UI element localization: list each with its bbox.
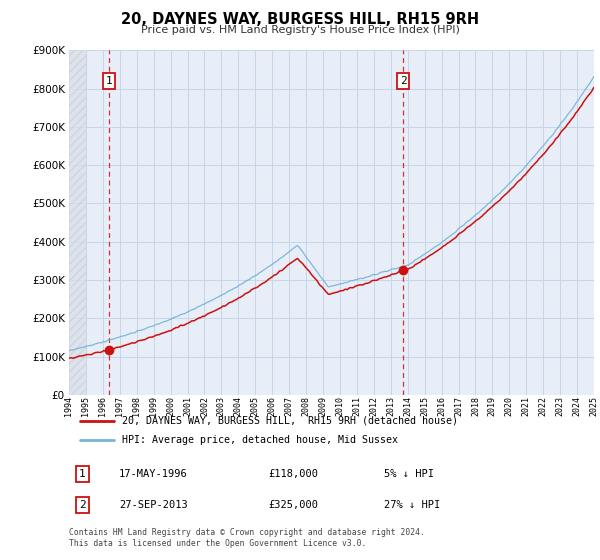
Text: 20, DAYNES WAY, BURGESS HILL, RH15 9RH: 20, DAYNES WAY, BURGESS HILL, RH15 9RH (121, 12, 479, 27)
Text: £118,000: £118,000 (269, 469, 319, 479)
Text: 5% ↓ HPI: 5% ↓ HPI (384, 469, 434, 479)
Text: £325,000: £325,000 (269, 500, 319, 510)
Text: 27% ↓ HPI: 27% ↓ HPI (384, 500, 440, 510)
Text: 17-MAY-1996: 17-MAY-1996 (119, 469, 188, 479)
Text: 2: 2 (400, 76, 407, 86)
Text: Contains HM Land Registry data © Crown copyright and database right 2024.: Contains HM Land Registry data © Crown c… (69, 528, 425, 536)
Text: 1: 1 (106, 76, 113, 86)
Text: 27-SEP-2013: 27-SEP-2013 (119, 500, 188, 510)
Text: 1: 1 (79, 469, 86, 479)
Text: HPI: Average price, detached house, Mid Sussex: HPI: Average price, detached house, Mid … (121, 435, 398, 445)
Text: 20, DAYNES WAY, BURGESS HILL,  RH15 9RH (detached house): 20, DAYNES WAY, BURGESS HILL, RH15 9RH (… (121, 416, 458, 426)
Text: 2: 2 (79, 500, 86, 510)
Text: This data is licensed under the Open Government Licence v3.0.: This data is licensed under the Open Gov… (69, 539, 367, 548)
Text: Price paid vs. HM Land Registry's House Price Index (HPI): Price paid vs. HM Land Registry's House … (140, 25, 460, 35)
